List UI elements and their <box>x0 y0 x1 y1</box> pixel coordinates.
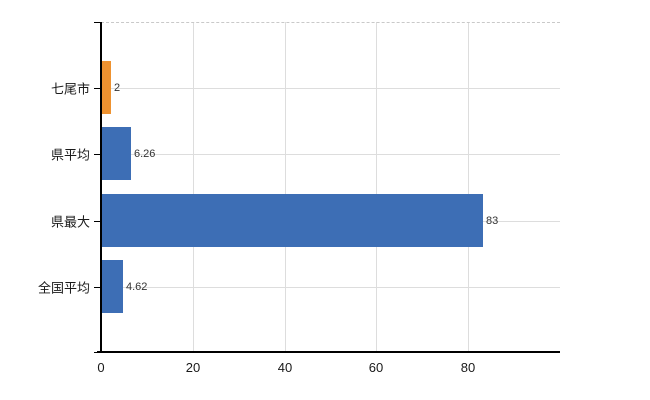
gridline-horizontal <box>101 154 560 155</box>
x-tick-label: 20 <box>185 360 201 375</box>
x-tick-label: 80 <box>460 360 476 375</box>
y-axis-line <box>100 22 102 353</box>
gridline-vertical <box>468 22 469 352</box>
bar-value-label: 2 <box>114 82 121 94</box>
category-label: 県最大 <box>50 214 90 230</box>
gridline-horizontal <box>101 287 560 288</box>
x-axis-line <box>97 351 560 353</box>
x-tick-label: 60 <box>368 360 384 375</box>
category-label: 七尾市 <box>50 81 90 97</box>
bar-value-label: 6.26 <box>134 148 156 160</box>
y-tick-mark <box>94 88 101 89</box>
bar <box>102 260 123 313</box>
category-label: 県平均 <box>50 147 90 163</box>
gridline-vertical <box>285 22 286 352</box>
bar <box>102 194 483 247</box>
y-tick-mark <box>94 154 101 155</box>
category-label: 全国平均 <box>37 280 90 296</box>
y-tick-mark <box>94 287 101 288</box>
bar-value-label: 4.62 <box>126 281 148 293</box>
plot-top-border <box>101 22 560 23</box>
gridline-horizontal <box>101 88 560 89</box>
x-tick-label: 40 <box>277 360 293 375</box>
bar <box>102 127 131 180</box>
y-axis-top-outer-tick <box>94 22 101 23</box>
x-tick-label: 0 <box>97 360 105 375</box>
bar-value-label: 83 <box>486 215 499 227</box>
gridline-vertical <box>193 22 194 352</box>
y-tick-mark <box>94 221 101 222</box>
gridline-vertical <box>376 22 377 352</box>
bar <box>102 61 111 114</box>
